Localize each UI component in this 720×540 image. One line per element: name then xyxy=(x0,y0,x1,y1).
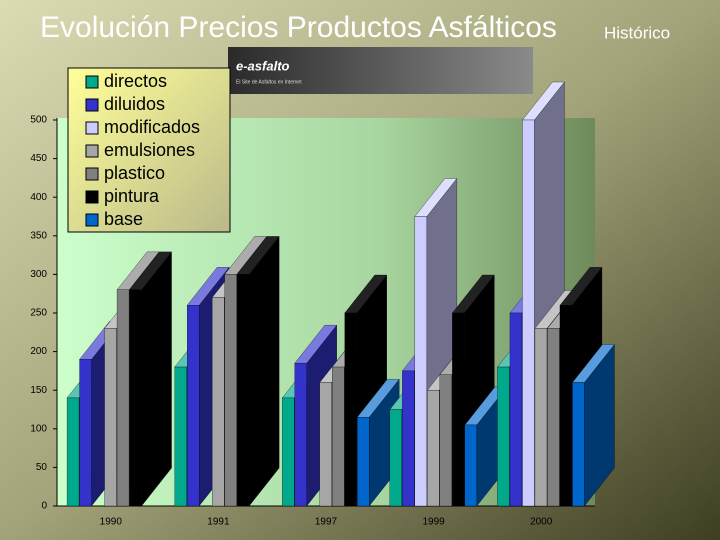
y-tick-label: 50 xyxy=(36,462,48,473)
legend-swatch xyxy=(85,213,99,227)
x-tick-label: 1991 xyxy=(207,517,230,528)
legend-swatch xyxy=(85,144,99,158)
bar-front xyxy=(452,312,465,507)
y-tick-label: 0 xyxy=(41,501,47,512)
bar-front xyxy=(414,216,428,507)
bar-front xyxy=(319,382,332,507)
legend-label: directos xyxy=(104,71,167,91)
bar xyxy=(572,344,615,507)
y-tick-label: 250 xyxy=(30,308,47,319)
y-tick-label: 500 xyxy=(30,115,47,126)
bar-front xyxy=(344,312,357,507)
bar-front xyxy=(464,424,478,507)
bar-front xyxy=(439,374,453,507)
bar-front xyxy=(79,359,92,507)
y-tick-label: 100 xyxy=(30,423,47,434)
bar-front xyxy=(236,274,250,507)
bar xyxy=(129,251,172,507)
bar-front xyxy=(402,370,415,507)
legend-label: emulsiones xyxy=(104,140,195,160)
bar xyxy=(236,235,280,507)
bar-side xyxy=(141,251,172,507)
bar-front xyxy=(104,328,117,507)
y-tick-label: 400 xyxy=(30,192,47,203)
legend-swatch xyxy=(85,75,99,89)
y-tick-label: 300 xyxy=(30,269,47,280)
y-tick-label: 200 xyxy=(30,346,47,357)
bar-front xyxy=(497,366,510,507)
y-tick-label: 450 xyxy=(30,153,47,164)
bar-front xyxy=(572,382,585,507)
bar-front xyxy=(294,363,307,507)
bar-front xyxy=(66,397,80,507)
bar-front xyxy=(282,397,295,507)
legend: directos diluidos modificados emulsiones pla… xyxy=(67,67,231,233)
logo-tagline: El Site de Asfaltos en Internet xyxy=(236,79,302,85)
bar-front xyxy=(534,328,548,507)
bar-front xyxy=(129,289,142,507)
bar-front xyxy=(211,297,225,507)
y-tick-label: 350 xyxy=(30,230,47,241)
legend-swatch xyxy=(85,190,99,204)
x-tick-label: 1990 xyxy=(100,517,123,528)
chart-subtitle: Histórico xyxy=(604,23,670,42)
legend-label: pintura xyxy=(104,186,160,206)
bar-front xyxy=(186,305,200,507)
legend-swatch xyxy=(85,98,99,112)
bar-front xyxy=(509,312,523,507)
bar-front xyxy=(224,274,237,507)
x-tick-label: 1999 xyxy=(422,517,445,528)
bar-front xyxy=(116,289,130,507)
legend-label: base xyxy=(104,209,143,229)
y-tick-label: 150 xyxy=(30,385,47,396)
x-tick-label: 2000 xyxy=(530,517,553,528)
logo-text: e-asfalto xyxy=(236,58,290,73)
bar-front xyxy=(174,366,187,507)
legend-label: plastico xyxy=(104,163,165,183)
logo xyxy=(228,47,533,94)
bar-front xyxy=(389,409,403,507)
legend-label: modificados xyxy=(104,117,200,137)
bar-front xyxy=(357,417,370,507)
bar-side xyxy=(248,235,280,507)
bar-front xyxy=(332,366,345,507)
bar-front xyxy=(559,305,573,507)
bar-front xyxy=(427,390,440,507)
bar-front xyxy=(547,328,560,507)
x-tick-label: 1997 xyxy=(315,517,338,528)
legend-label: diluidos xyxy=(104,94,165,114)
legend-swatch xyxy=(85,167,99,181)
bar-front xyxy=(522,119,535,507)
legend-swatch xyxy=(85,121,99,135)
chart-title: Evolución Precios Productos Asfálticos xyxy=(40,11,557,44)
